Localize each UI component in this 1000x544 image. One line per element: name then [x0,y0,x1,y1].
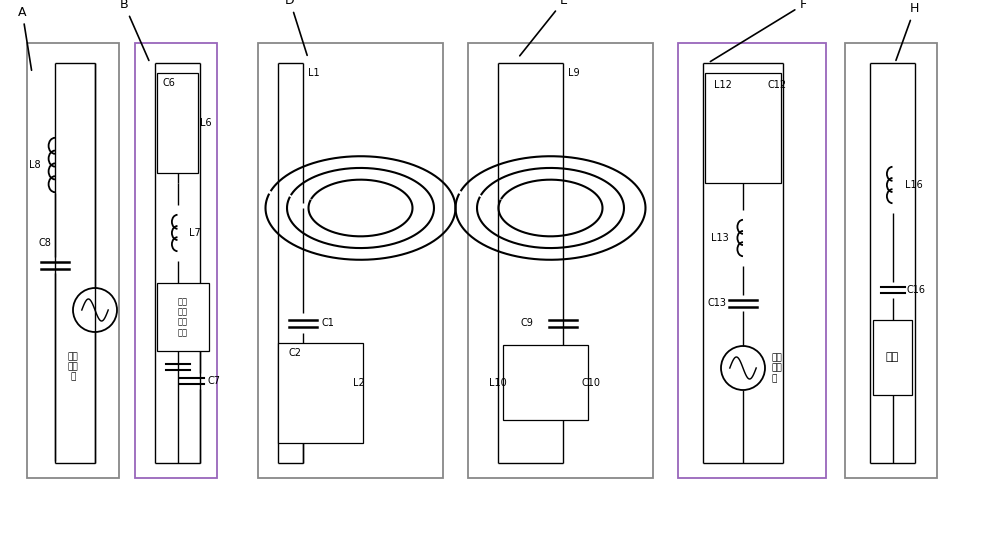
Text: L2: L2 [353,378,365,388]
Bar [503,345,588,420]
Text: C6: C6 [163,78,175,88]
Bar [705,73,781,183]
Bar [258,43,443,478]
Bar [678,43,826,478]
Text: C2: C2 [288,348,302,358]
Bar [468,43,653,478]
Text: E: E [520,0,568,56]
Bar [27,43,119,478]
Text: L10: L10 [489,378,507,387]
Text: C8: C8 [38,238,51,248]
Text: L1: L1 [308,68,320,78]
Text: L9: L9 [568,68,580,78]
Bar [157,283,209,351]
Bar [157,73,198,173]
Text: L13: L13 [711,233,729,243]
Text: F: F [710,0,807,61]
Text: 交流
功率
源: 交流 功率 源 [68,352,78,382]
Text: A: A [18,5,32,70]
Text: B: B [120,0,149,60]
Text: L16: L16 [904,180,922,190]
Bar [845,43,937,478]
Bar [278,343,363,443]
Text: H: H [896,2,919,60]
Text: C10: C10 [582,378,601,387]
Text: D: D [285,0,307,55]
Text: C13: C13 [708,298,727,308]
Text: C16: C16 [906,285,926,295]
Bar [873,320,912,395]
Text: L12: L12 [714,80,732,90]
Text: L8: L8 [29,160,41,170]
Text: C7: C7 [208,376,221,386]
Bar [135,43,217,478]
Text: C12: C12 [767,80,786,90]
Text: 第二
信号
检测
电路: 第二 信号 检测 电路 [178,297,188,337]
Text: L6: L6 [200,118,212,128]
Text: 第二
信号
源: 第二 信号 源 [771,353,782,383]
Text: L7: L7 [190,228,201,238]
Text: C1: C1 [321,318,334,328]
Text: 负载: 负载 [886,353,899,362]
Text: C9: C9 [520,318,533,328]
